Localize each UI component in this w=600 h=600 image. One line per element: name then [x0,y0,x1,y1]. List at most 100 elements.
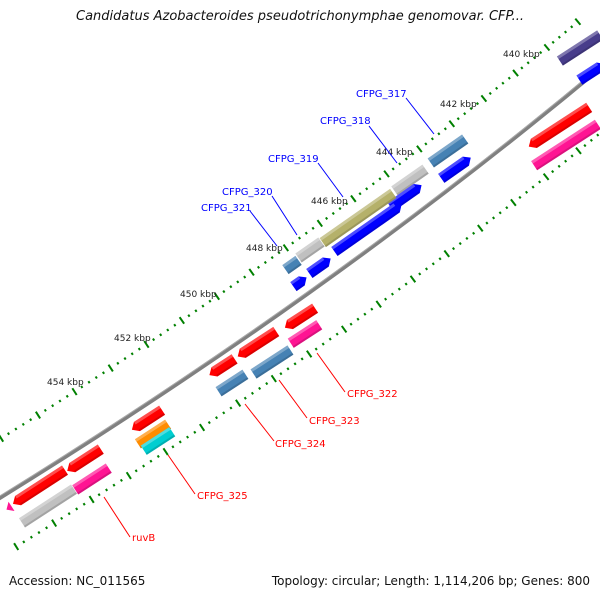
gene-cds[interactable] [576,59,600,85]
minor-tick [82,502,86,506]
major-tick [282,244,290,252]
genes [3,30,600,528]
minor-tick [229,406,233,410]
minor-tick [524,190,529,194]
minor-tick [243,396,247,400]
minor-tick [171,445,175,449]
minor-tick [485,221,489,225]
minor-tick [456,117,460,121]
gene-label-cfpg-322[interactable]: CFPG_322 [347,389,398,400]
minor-tick [94,375,98,380]
gene-cds-rev[interactable] [282,303,319,333]
tick-marks [0,17,600,551]
gene-label-cfpg-317[interactable]: CFPG_317 [356,89,407,100]
major-tick [383,170,390,178]
minor-tick [363,312,367,316]
gene-cds-rev[interactable] [10,465,68,509]
minor-tick [65,394,69,398]
minor-tick [437,132,441,136]
minor-tick [286,367,290,371]
minor-tick [7,432,10,436]
major-tick [306,350,313,358]
gene-label-cfpg-325[interactable]: CFPG_325 [197,491,248,502]
major-tick [162,447,169,456]
minor-tick [277,251,281,255]
minor-tick [596,133,600,137]
minor-tick [365,187,369,191]
minor-tick [488,91,492,95]
gene-cfpg-322[interactable] [287,320,323,348]
minor-tick [270,256,274,260]
gene-cds[interactable] [331,200,404,257]
gene-cds-rev[interactable] [526,102,593,151]
minor-tick [398,162,402,166]
minor-tick [371,182,375,186]
minor-tick [116,361,120,365]
major-tick [316,219,323,228]
minor-tick [14,427,18,431]
minor-tick [570,25,574,29]
gene-pink[interactable] [531,119,600,171]
minor-tick [21,422,25,426]
major-tick [235,399,242,407]
gene-cyan[interactable] [140,427,176,455]
gene-cds[interactable] [306,254,334,278]
minor-tick [119,478,123,482]
minor-tick [469,107,473,111]
minor-tick [258,386,262,391]
gene-label-cfpg-321[interactable]: CFPG_321 [201,203,252,214]
gene-small[interactable] [3,501,15,514]
gene-label-cfpg-320[interactable]: CFPG_320 [222,187,273,198]
minor-tick [583,143,587,148]
gene-cfpg-319[interactable] [319,188,397,248]
backbone-highlight [0,65,600,497]
tick-label: 452 kbp [114,334,151,344]
major-tick [409,275,417,283]
gene-label-cfpg-323[interactable]: CFPG_323 [309,416,360,427]
minor-tick [58,399,62,403]
minor-tick [193,430,197,434]
minor-tick [458,241,462,246]
minor-tick [358,192,362,196]
minor-tick [465,236,469,240]
gene-cfpg-324[interactable] [215,369,249,397]
minor-tick [463,112,467,116]
minor-tick [60,516,64,520]
major-tick [198,423,206,432]
major-tick [477,224,484,232]
major-tick [542,172,550,181]
gene-label-cfpg-318[interactable]: CFPG_318 [320,116,371,127]
gene-label-cfpg-319[interactable]: CFPG_319 [268,154,319,165]
major-tick [13,542,20,551]
minor-tick [229,285,233,289]
gene-cds-rev[interactable] [235,326,280,361]
tick-label: 454 kbp [47,378,84,388]
gene-cfpg-321[interactable] [282,255,302,275]
gene-cfpg-323[interactable] [250,345,294,379]
gene-label-ruvb[interactable]: ruvB [132,533,155,544]
minor-tick [29,418,33,422]
major-tick [340,325,348,333]
gene-cfpg-320[interactable] [295,237,325,263]
tick-label: 446 kbp [311,197,348,207]
gene-cds-rev[interactable] [64,444,104,475]
gene-pink[interactable] [72,463,112,495]
gene-cds[interactable] [438,153,474,183]
gene-purple[interactable] [556,30,600,66]
gene-ruvb[interactable] [19,484,77,528]
minor-tick [338,207,342,211]
major-tick [248,268,255,277]
minor-tick [265,381,269,386]
gene-cfpg-318[interactable] [391,164,429,196]
gene-cfpg-317[interactable] [427,134,469,168]
gene-cds-rev[interactable] [129,405,166,435]
gene-label-cfpg-324[interactable]: CFPG_324 [275,439,326,450]
minor-tick [570,154,574,158]
minor-tick [208,299,212,303]
minor-tick [532,56,536,60]
gene-cds[interactable] [290,273,309,292]
minor-tick [279,372,283,376]
gene-cds-rev[interactable] [206,354,238,380]
minor-tick [156,454,160,458]
